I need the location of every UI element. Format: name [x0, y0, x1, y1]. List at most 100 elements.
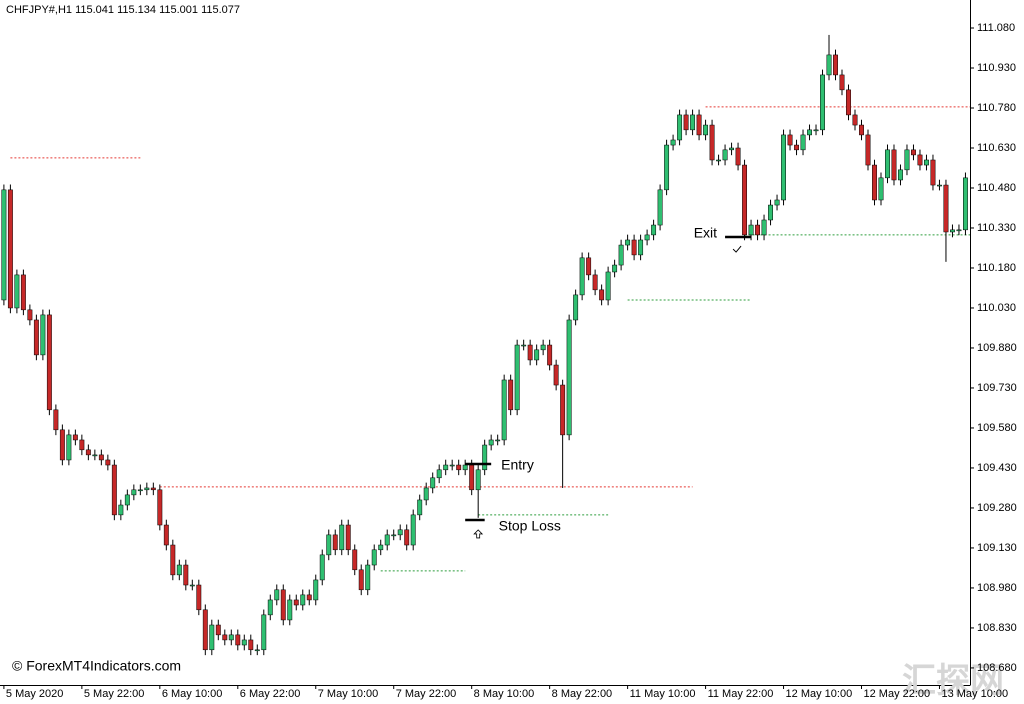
- arrow-icon: [473, 529, 484, 539]
- candle-body: [898, 169, 903, 181]
- candle-body: [924, 159, 929, 166]
- candle-body: [865, 134, 871, 166]
- candle-body: [638, 239, 644, 256]
- candle-body: [248, 639, 254, 651]
- candle-body: [612, 264, 618, 273]
- candle-body: [131, 489, 137, 496]
- candle-body: [475, 469, 481, 491]
- candle-body: [573, 294, 579, 321]
- candle-body: [826, 54, 832, 76]
- candle-body: [820, 74, 825, 131]
- candle-body: [391, 534, 397, 537]
- y-tick-label: 110.930: [977, 62, 1016, 74]
- y-tick-label: 109.130: [977, 542, 1017, 554]
- candle-body: [690, 114, 696, 131]
- candle-body: [189, 584, 195, 587]
- candle-body: [53, 409, 59, 431]
- candle-body: [800, 134, 806, 151]
- x-tick-label: 5 May 22:00: [84, 688, 145, 700]
- candle-body: [352, 549, 358, 571]
- candle-body: [631, 239, 637, 256]
- candle-body: [540, 344, 546, 351]
- y-tick-label: 109.730: [977, 382, 1017, 394]
- candle-body: [488, 439, 494, 446]
- candle-body: [807, 129, 812, 136]
- candle-body: [605, 271, 611, 301]
- candle-body: [781, 134, 786, 201]
- candle-body: [118, 504, 124, 516]
- candle-body: [443, 464, 449, 471]
- candle-body: [553, 364, 559, 386]
- candle-body: [501, 379, 507, 441]
- candle-body: [709, 124, 715, 161]
- candle-body: [885, 149, 890, 179]
- candle-body: [644, 234, 650, 241]
- x-tick-label: 8 May 10:00: [474, 688, 535, 700]
- candle-body: [170, 544, 176, 576]
- candle-body: [469, 464, 475, 491]
- candle-body: [183, 564, 189, 586]
- candle-body: [40, 314, 46, 356]
- candle-body: [436, 469, 442, 479]
- x-tick-label: 6 May 22:00: [240, 688, 301, 700]
- candle-body: [241, 639, 247, 646]
- candle-body: [261, 614, 267, 651]
- y-tick-label: 110.180: [977, 262, 1016, 274]
- candle-body: [768, 204, 773, 221]
- candle-body: [397, 529, 403, 536]
- y-tick-label: 110.780: [977, 102, 1016, 114]
- candle-body: [774, 199, 780, 206]
- candle-body: [358, 569, 364, 591]
- candle-body: [852, 114, 858, 126]
- candle-body: [157, 489, 163, 526]
- candle-body: [215, 624, 221, 636]
- candle-body: [59, 429, 65, 461]
- candle-body: [592, 274, 598, 291]
- candle-body: [150, 487, 156, 491]
- candle-body: [625, 239, 631, 246]
- candle-body: [534, 349, 540, 361]
- candle-body: [196, 584, 202, 611]
- candle-body: [722, 149, 728, 161]
- candle-body: [378, 544, 384, 551]
- candle-body: [943, 184, 949, 233]
- candle-body: [332, 534, 338, 551]
- candle-body: [105, 459, 111, 466]
- candle-body: [293, 599, 299, 606]
- candle-body: [384, 534, 390, 546]
- candle-body: [137, 489, 143, 492]
- candle-body: [813, 129, 819, 132]
- y-tick-label: 111.080: [977, 22, 1015, 34]
- marker-label: Exit: [694, 225, 717, 241]
- candle-body: [755, 224, 760, 236]
- candle-body: [430, 477, 436, 489]
- candle-body: [521, 344, 527, 347]
- candle-body: [20, 274, 26, 311]
- candle-body: [846, 89, 851, 116]
- candle-body: [566, 319, 572, 436]
- candle-body: [872, 164, 877, 201]
- candle-body: [417, 499, 423, 516]
- candle-body: [306, 594, 312, 601]
- candle-body: [319, 554, 325, 581]
- candle-body: [859, 124, 864, 136]
- candle-body: [878, 177, 884, 201]
- candle-body: [911, 149, 916, 156]
- candle-body: [839, 74, 845, 91]
- y-tick-label: 110.330: [977, 222, 1016, 234]
- candle-body: [27, 309, 33, 321]
- candle-body: [579, 257, 585, 296]
- candle-body: [664, 144, 670, 191]
- candle-body: [176, 564, 182, 576]
- x-tick-label: 7 May 22:00: [396, 688, 457, 700]
- plot-area: [1, 34, 970, 656]
- y-tick-label: 108.830: [977, 622, 1017, 634]
- candle-body: [833, 54, 838, 76]
- y-tick-label: 108.680: [977, 662, 1017, 674]
- marker-label: Stop Loss: [499, 518, 561, 534]
- candle-body: [163, 524, 169, 546]
- candle-body: [404, 529, 410, 546]
- x-tick-label: 7 May 10:00: [318, 688, 379, 700]
- candle-body: [618, 244, 624, 266]
